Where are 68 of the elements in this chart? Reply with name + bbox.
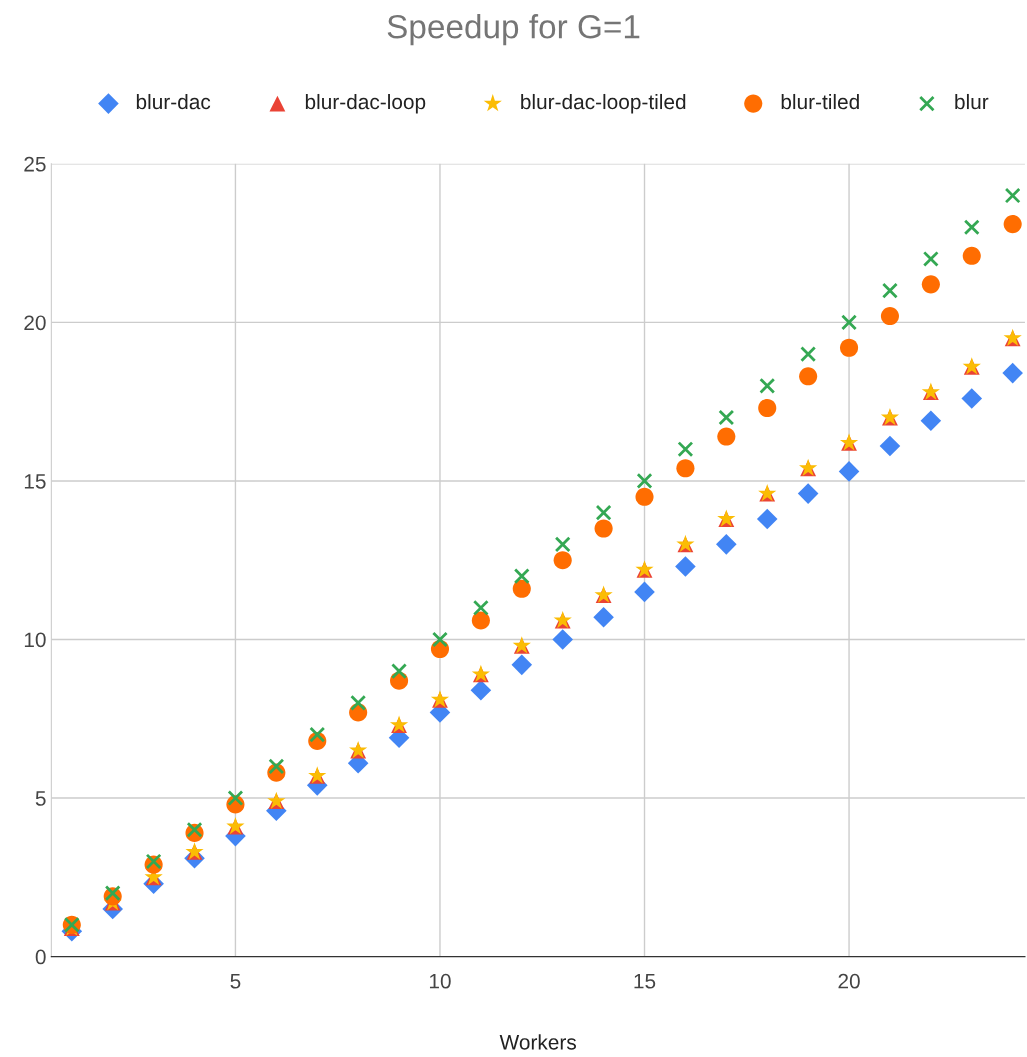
point bbox=[961, 388, 983, 409]
point bbox=[880, 306, 900, 326]
point bbox=[799, 367, 818, 386]
point bbox=[145, 853, 162, 870]
point bbox=[759, 377, 776, 394]
point bbox=[552, 629, 573, 650]
point bbox=[512, 579, 531, 598]
y-tick-label: 25 bbox=[24, 156, 46, 172]
x-tick-label: 20 bbox=[838, 973, 860, 989]
point bbox=[800, 346, 817, 363]
point bbox=[879, 435, 901, 457]
point bbox=[391, 663, 408, 680]
point bbox=[962, 246, 981, 265]
point bbox=[676, 459, 695, 478]
legend-label: blur-dac bbox=[136, 93, 211, 110]
point bbox=[841, 314, 858, 331]
point bbox=[963, 219, 980, 236]
point bbox=[186, 821, 203, 838]
point bbox=[635, 487, 654, 506]
point bbox=[716, 534, 737, 555]
point bbox=[553, 551, 572, 570]
y-tick-label: 10 bbox=[24, 632, 46, 648]
point bbox=[227, 790, 244, 807]
x-tick-label: 5 bbox=[230, 974, 241, 989]
chart-title: Speedup for G=1 bbox=[387, 14, 640, 46]
point bbox=[511, 654, 533, 676]
point bbox=[470, 679, 492, 701]
legend-label: blur-dac-loop bbox=[305, 93, 426, 114]
point bbox=[593, 606, 614, 628]
point bbox=[513, 568, 530, 585]
point bbox=[636, 472, 653, 489]
point bbox=[595, 504, 612, 521]
point bbox=[718, 409, 735, 426]
point bbox=[472, 599, 489, 616]
point bbox=[677, 441, 694, 458]
point bbox=[1004, 187, 1021, 204]
point bbox=[268, 758, 285, 775]
point bbox=[1002, 362, 1023, 384]
point bbox=[675, 556, 696, 577]
point bbox=[471, 611, 490, 630]
point bbox=[921, 275, 940, 294]
x-axis-title: Workers bbox=[499, 1034, 576, 1050]
y-tick-label: 5 bbox=[35, 791, 46, 806]
point bbox=[554, 536, 571, 553]
y-tick-label: 20 bbox=[24, 315, 46, 331]
point bbox=[634, 581, 655, 603]
legend-label: blur-tiled bbox=[781, 93, 859, 110]
point bbox=[309, 726, 326, 743]
legend-label: blur bbox=[955, 93, 989, 110]
point bbox=[922, 250, 939, 267]
x-tick-label: 10 bbox=[429, 973, 451, 989]
point bbox=[431, 631, 448, 648]
point bbox=[1003, 215, 1022, 234]
point bbox=[881, 282, 898, 299]
x-tick-label: 15 bbox=[634, 974, 656, 989]
point bbox=[758, 398, 777, 418]
point bbox=[717, 427, 736, 446]
point bbox=[797, 483, 819, 504]
y-tick-label: 0 bbox=[35, 949, 46, 965]
y-tick-label: 15 bbox=[24, 474, 46, 489]
point bbox=[920, 410, 942, 431]
point bbox=[756, 508, 778, 530]
point bbox=[594, 519, 613, 538]
point bbox=[838, 461, 860, 482]
point bbox=[839, 338, 859, 357]
point bbox=[350, 694, 367, 711]
point bbox=[104, 885, 121, 902]
legend-label: blur-dac-loop-tiled bbox=[521, 93, 686, 114]
